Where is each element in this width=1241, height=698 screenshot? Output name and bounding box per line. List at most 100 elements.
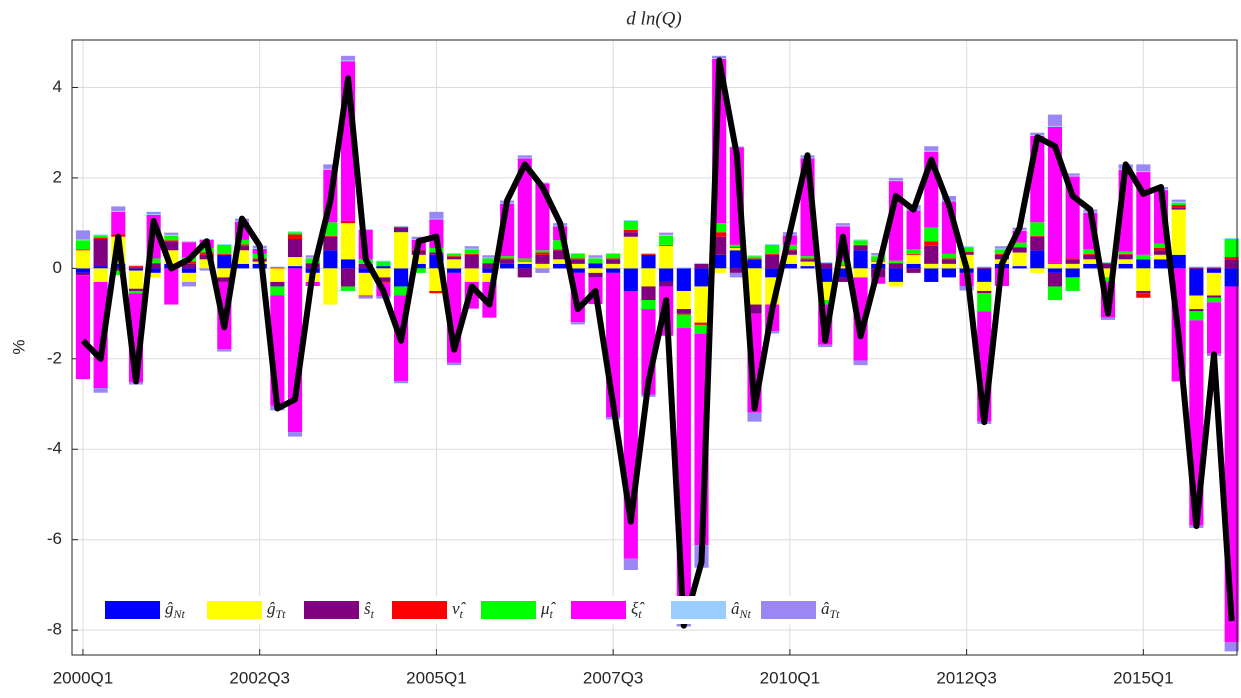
bar-segment <box>747 304 762 314</box>
bar-segment <box>1012 230 1027 243</box>
legend-swatch <box>392 601 447 619</box>
bar-segment <box>977 281 992 291</box>
legend-name: â <box>731 599 740 618</box>
bar-segment <box>270 268 285 282</box>
bar-segment <box>570 252 585 254</box>
legend-label: âNt <box>731 599 752 621</box>
bar-segment <box>1100 262 1116 264</box>
bar-segment <box>1171 207 1186 210</box>
bar-segment <box>659 244 674 246</box>
bar-segment <box>1153 254 1169 260</box>
bar-segment <box>517 157 532 159</box>
bar-segment <box>694 322 709 325</box>
bar-segment <box>164 241 179 251</box>
bar-segment <box>994 248 1010 250</box>
bar-segment <box>906 263 921 269</box>
bar-segment <box>1083 263 1098 269</box>
bar-segment <box>641 252 656 254</box>
bar-segment <box>75 268 91 273</box>
bar-segment <box>199 268 214 271</box>
bar-segment <box>888 263 903 269</box>
bar-segment <box>75 275 91 380</box>
bar-segment <box>871 252 886 256</box>
bar-segment <box>570 259 585 264</box>
y-axis-label: % <box>9 339 28 354</box>
bar-segment <box>694 324 709 334</box>
bar-segment <box>394 268 409 287</box>
bar-segment <box>1189 267 1204 269</box>
legend-label: ŝt <box>364 599 375 621</box>
bar-segment <box>287 432 303 437</box>
bar-segment <box>535 263 550 269</box>
bar-segment <box>411 236 426 239</box>
bar-segment <box>623 219 638 221</box>
bar-segment <box>181 281 197 287</box>
bar-segment <box>676 290 691 310</box>
bar-segment <box>977 266 992 268</box>
bar-segment <box>447 362 462 366</box>
bar-segment <box>394 225 409 227</box>
bar-segment <box>146 211 161 215</box>
bar-segment <box>464 246 479 249</box>
bar-segment <box>111 206 126 211</box>
bar-segment <box>994 246 1010 249</box>
legend-swatch <box>207 601 262 619</box>
bar-segment <box>1118 263 1133 269</box>
bar-segment <box>340 55 356 61</box>
bar-segment <box>729 248 744 251</box>
bar-segment <box>1189 311 1204 321</box>
bar-segment <box>1047 272 1063 287</box>
bar-segment <box>977 293 992 312</box>
bar-segment <box>1100 317 1116 320</box>
bar-segment <box>517 268 532 278</box>
bar-segment <box>888 177 903 181</box>
bar-segment <box>1224 238 1239 258</box>
x-tick-label: 2015Q1 <box>1113 668 1174 687</box>
bar-segment <box>888 268 903 282</box>
bar-segment <box>1153 259 1169 269</box>
bar-segment <box>924 227 939 242</box>
bar-segment <box>782 254 797 264</box>
bar-segment <box>1065 173 1080 176</box>
bar-segment <box>641 286 656 301</box>
bar-segment <box>606 253 621 259</box>
bar-segment <box>376 268 391 278</box>
legend-subscript: t <box>460 607 464 621</box>
bar-segment <box>553 259 568 264</box>
bar-segment <box>818 262 833 263</box>
bar-segment <box>1012 252 1027 267</box>
bar-segment <box>234 263 250 269</box>
y-tick-label: -6 <box>47 529 62 548</box>
bar-segment <box>729 244 744 248</box>
bar-segment <box>482 258 497 263</box>
legend-swatch <box>481 601 536 619</box>
bar-segment <box>835 223 850 226</box>
bar-segment <box>800 266 815 269</box>
bar-segment <box>1065 259 1080 264</box>
legend-swatch <box>571 601 626 619</box>
bar-segment <box>1136 164 1151 172</box>
bar-segment <box>977 290 992 294</box>
bar-segment <box>146 272 161 278</box>
bar-segment <box>1171 199 1186 202</box>
bar-segment <box>305 255 320 258</box>
bar-segment <box>606 268 621 273</box>
bar-segment <box>570 263 585 269</box>
bar-segment <box>888 262 903 264</box>
bar-segment <box>906 249 921 254</box>
x-tick-label: 2012Q3 <box>936 668 997 687</box>
bar-segment <box>1136 171 1151 173</box>
y-tick-label: 4 <box>53 77 62 96</box>
bar-segment <box>659 268 674 282</box>
bar-segment <box>234 244 250 246</box>
bar-segment <box>623 229 638 233</box>
bar-segment <box>606 252 621 254</box>
bar-segment <box>217 253 232 255</box>
bar-segment <box>1065 268 1080 278</box>
bar-segment <box>941 258 957 260</box>
bar-segment <box>1030 236 1045 251</box>
bar-segment <box>853 250 868 269</box>
bar-segment <box>464 268 479 282</box>
bar-segment <box>553 250 568 260</box>
bar-segment <box>906 254 921 264</box>
